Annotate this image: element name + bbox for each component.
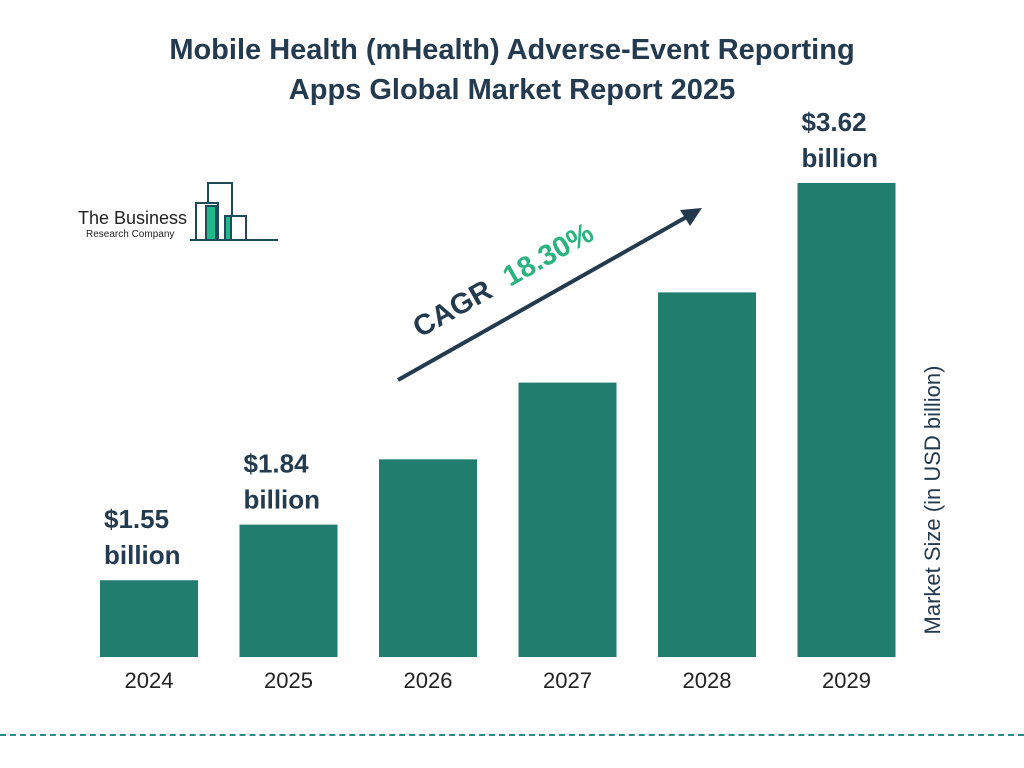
bar-2025 bbox=[239, 524, 338, 657]
cagr-arrowhead bbox=[680, 208, 702, 226]
data-label-value: $1.55 bbox=[104, 504, 169, 534]
x-tick-label: 2028 bbox=[683, 668, 732, 693]
svg-text:The Business: The Business bbox=[78, 208, 187, 228]
x-tick-label: 2025 bbox=[264, 668, 313, 693]
x-tick-label: 2026 bbox=[404, 668, 453, 693]
bar-2029 bbox=[797, 183, 896, 657]
data-label-unit: billion bbox=[802, 143, 879, 173]
data-label-value: $3.62 bbox=[802, 107, 867, 137]
data-label-value: $1.84 bbox=[244, 449, 310, 479]
bar-2024 bbox=[100, 580, 198, 657]
cagr-value: 18.30% bbox=[498, 217, 600, 293]
title-line-2: Apps Global Market Report 2025 bbox=[288, 74, 736, 106]
bar-2027 bbox=[518, 382, 617, 657]
cagr-arrow bbox=[397, 213, 691, 382]
bar-2026 bbox=[379, 459, 477, 657]
svg-text:Research Company: Research Company bbox=[86, 229, 174, 240]
x-tick-label: 2024 bbox=[125, 668, 174, 693]
chart-title: Mobile Health (mHealth) Adverse-Event Re… bbox=[0, 30, 1024, 110]
company-logo: The Business Research Company bbox=[78, 182, 278, 241]
cagr-annotation: CAGR 18.30% bbox=[397, 208, 702, 382]
y-axis-label: Market Size (in USD billion) bbox=[920, 365, 945, 635]
title-line-1: Mobile Health (mHealth) Adverse-Event Re… bbox=[169, 34, 855, 66]
bar-2028 bbox=[658, 292, 756, 657]
x-tick-label: 2029 bbox=[822, 668, 871, 693]
cagr-label: CAGR bbox=[408, 274, 498, 344]
x-tick-label: 2027 bbox=[543, 668, 592, 693]
data-label-unit: billion bbox=[244, 485, 321, 515]
data-label-unit: billion bbox=[104, 540, 181, 570]
footer-divider bbox=[0, 734, 1024, 736]
